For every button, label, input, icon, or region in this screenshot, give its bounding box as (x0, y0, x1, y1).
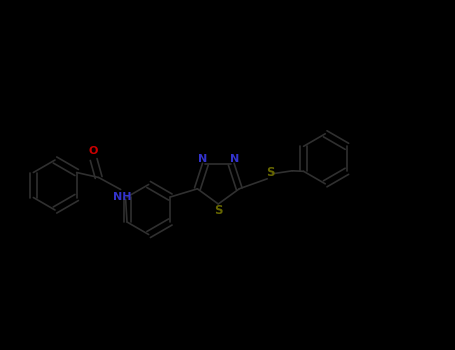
Text: S: S (266, 166, 274, 179)
Text: NH: NH (113, 193, 132, 203)
Text: O: O (89, 147, 98, 156)
Text: N: N (198, 154, 207, 164)
Text: N: N (230, 154, 239, 164)
Text: S: S (214, 204, 222, 217)
